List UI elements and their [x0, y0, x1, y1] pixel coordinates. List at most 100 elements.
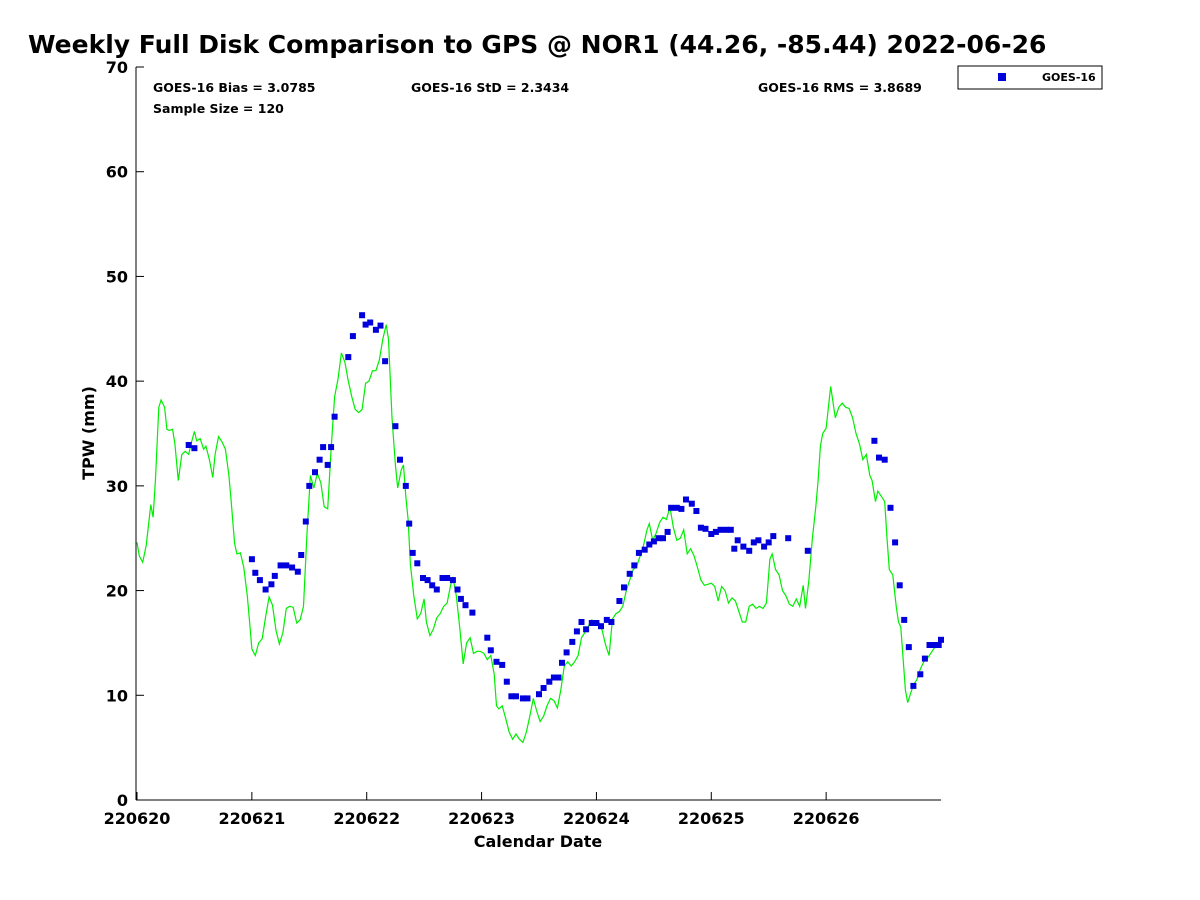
- goes-data-point: [693, 508, 700, 514]
- goes-data-point: [362, 321, 369, 328]
- x-tick-label: 220624: [563, 809, 630, 828]
- goes-data-point: [493, 658, 500, 665]
- legend: GOES-16: [957, 65, 1103, 90]
- goes-data-point: [641, 546, 648, 553]
- sample-size-stat: Sample Size = 120: [153, 101, 284, 116]
- goes-data-point: [917, 671, 924, 678]
- goes-data-point: [660, 535, 666, 542]
- goes-data-point: [283, 562, 290, 569]
- goes-data-point: [702, 525, 709, 532]
- goes-data-point: [316, 456, 323, 463]
- goes-data-point: [683, 496, 689, 503]
- y-tick-label: 10: [106, 686, 128, 705]
- goes-data-point: [349, 333, 356, 340]
- goes-data-point: [524, 695, 531, 702]
- goes-data-point: [469, 609, 476, 616]
- goes-data-point: [905, 644, 912, 651]
- goes-data-point: [457, 595, 464, 602]
- goes-data-point: [935, 642, 942, 648]
- goes-data-point: [708, 531, 715, 537]
- y-axis-ticks: 0 10 20 30 40 50 60 70: [106, 58, 144, 810]
- goes-data-point: [277, 562, 284, 569]
- goes-data-point: [499, 661, 506, 668]
- y-tick-label: 20: [106, 582, 128, 601]
- goes-data-point: [268, 581, 275, 588]
- goes-data-point: [559, 659, 565, 666]
- gps-series-line: [136, 324, 942, 744]
- goes-data-point: [578, 619, 585, 625]
- goes-data-point: [876, 454, 882, 461]
- goes-data-point: [271, 572, 278, 579]
- goes-data-point: [631, 562, 638, 569]
- goes-data-point: [248, 556, 255, 563]
- bias-stat: GOES-16 Bias = 3.0785: [153, 80, 315, 95]
- goes-data-point: [294, 568, 301, 575]
- goes-data-point: [650, 538, 657, 545]
- goes-data-point: [256, 577, 263, 584]
- goes-data-point: [901, 616, 908, 623]
- legend-label: GOES-16: [1042, 71, 1096, 84]
- goes-data-point: [439, 575, 446, 581]
- goes-series-points: [185, 312, 944, 702]
- x-axis-label: Calendar Date: [474, 832, 603, 851]
- goes-data-point: [921, 655, 928, 662]
- goes-data-point: [302, 518, 309, 525]
- goes-data-point: [328, 444, 335, 451]
- x-tick-label: 220623: [448, 809, 515, 828]
- goes-data-point: [409, 549, 416, 556]
- goes-data-point: [382, 358, 389, 365]
- goes-data-point: [252, 569, 259, 576]
- goes-data-point: [678, 505, 685, 512]
- goes-data-point: [621, 584, 627, 591]
- y-tick-label: 60: [106, 163, 128, 182]
- goes-data-point: [881, 456, 888, 463]
- y-tick-label: 0: [117, 791, 128, 810]
- goes-data-point: [734, 537, 741, 544]
- y-tick-label: 70: [106, 58, 128, 77]
- goes-data-point: [550, 674, 557, 681]
- x-tick-label: 220622: [333, 809, 400, 828]
- chart-title: Weekly Full Disk Comparison to GPS @ NOR…: [28, 30, 1047, 59]
- goes-data-point: [673, 504, 680, 511]
- goes-data-point: [731, 545, 738, 552]
- y-tick-label: 40: [106, 372, 128, 391]
- goes-data-point: [593, 620, 600, 626]
- goes-data-point: [664, 528, 671, 535]
- goes-data-point: [392, 423, 399, 430]
- goes-data-point: [697, 524, 704, 531]
- goes-data-point: [926, 642, 933, 648]
- goes-data-point: [487, 647, 494, 654]
- goes-data-point: [420, 575, 426, 581]
- y-tick-label: 50: [106, 267, 128, 286]
- goes-data-point: [462, 602, 469, 609]
- goes-data-point: [727, 526, 734, 533]
- goes-data-point: [755, 537, 762, 544]
- goes-data-point: [546, 678, 553, 685]
- rms-stat: GOES-16 RMS = 3.8689: [758, 80, 922, 95]
- goes-data-point: [402, 482, 409, 489]
- goes-data-point: [688, 500, 695, 507]
- goes-data-point: [668, 504, 675, 511]
- goes-data-point: [626, 570, 633, 577]
- y-tick-label: 30: [106, 477, 128, 496]
- goes-data-point: [185, 442, 192, 448]
- x-axis-ticks: 220620 220621 220622 220623 220624 220625 2206…: [104, 792, 860, 828]
- goes-data-point: [324, 461, 331, 468]
- goes-data-point: [289, 564, 296, 571]
- goes-data-point: [345, 354, 352, 361]
- goes-data-point: [804, 547, 811, 554]
- goes-data-point: [331, 413, 338, 420]
- goes-data-point: [750, 539, 757, 546]
- goes-data-point: [583, 626, 590, 633]
- goes-data-point: [723, 526, 730, 533]
- goes-data-point: [367, 319, 374, 326]
- goes-data-point: [887, 504, 894, 511]
- std-stat: GOES-16 StD = 2.3434: [411, 80, 569, 95]
- goes-data-point: [569, 638, 576, 645]
- goes-data-point: [717, 526, 724, 533]
- goes-data-point: [406, 520, 413, 527]
- x-tick-label: 220625: [678, 809, 745, 828]
- goes-data-point: [424, 577, 431, 584]
- goes-data-point: [433, 586, 440, 593]
